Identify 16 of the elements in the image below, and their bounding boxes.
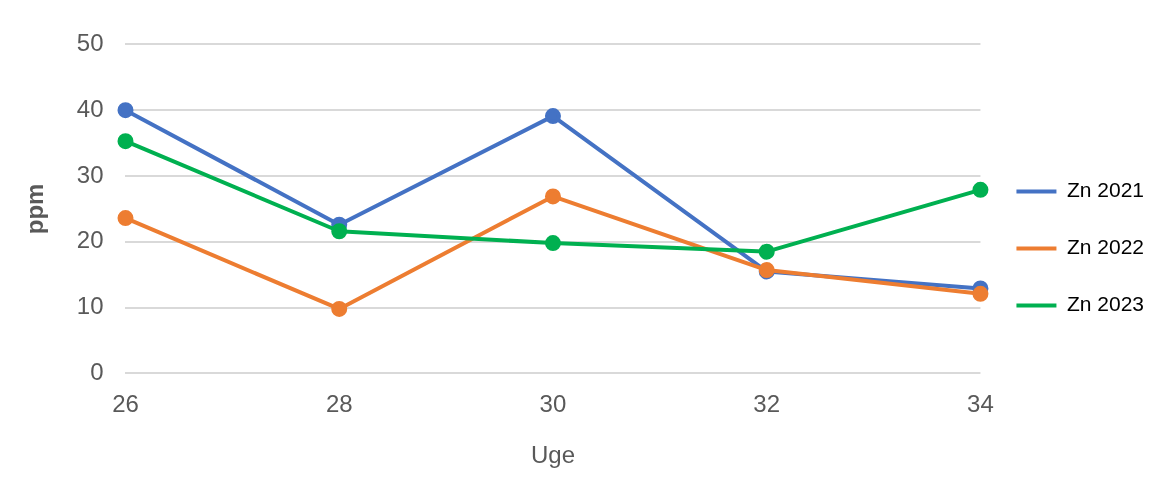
y-tick-label: 50 xyxy=(76,29,104,57)
y-tick-label: 10 xyxy=(76,292,104,320)
x-tick-label: 32 xyxy=(753,390,781,418)
y-tick-label: 30 xyxy=(76,160,104,188)
legend-label: Zn 2023 xyxy=(1066,292,1144,316)
legend-label: Zn 2021 xyxy=(1066,178,1144,202)
x-tick-label: 28 xyxy=(325,390,353,418)
x-axis-title: Uge xyxy=(530,441,575,469)
y-tick-label: 40 xyxy=(76,94,104,122)
y-tick-label: 0 xyxy=(90,358,104,386)
x-tick-label: 30 xyxy=(539,390,567,418)
y-axis-title: ppm xyxy=(21,183,49,235)
legend-label: Zn 2022 xyxy=(1066,235,1144,259)
x-tick-label: 26 xyxy=(112,390,139,418)
x-tick-label: 34 xyxy=(967,390,994,418)
y-tick-label: 20 xyxy=(76,226,104,254)
